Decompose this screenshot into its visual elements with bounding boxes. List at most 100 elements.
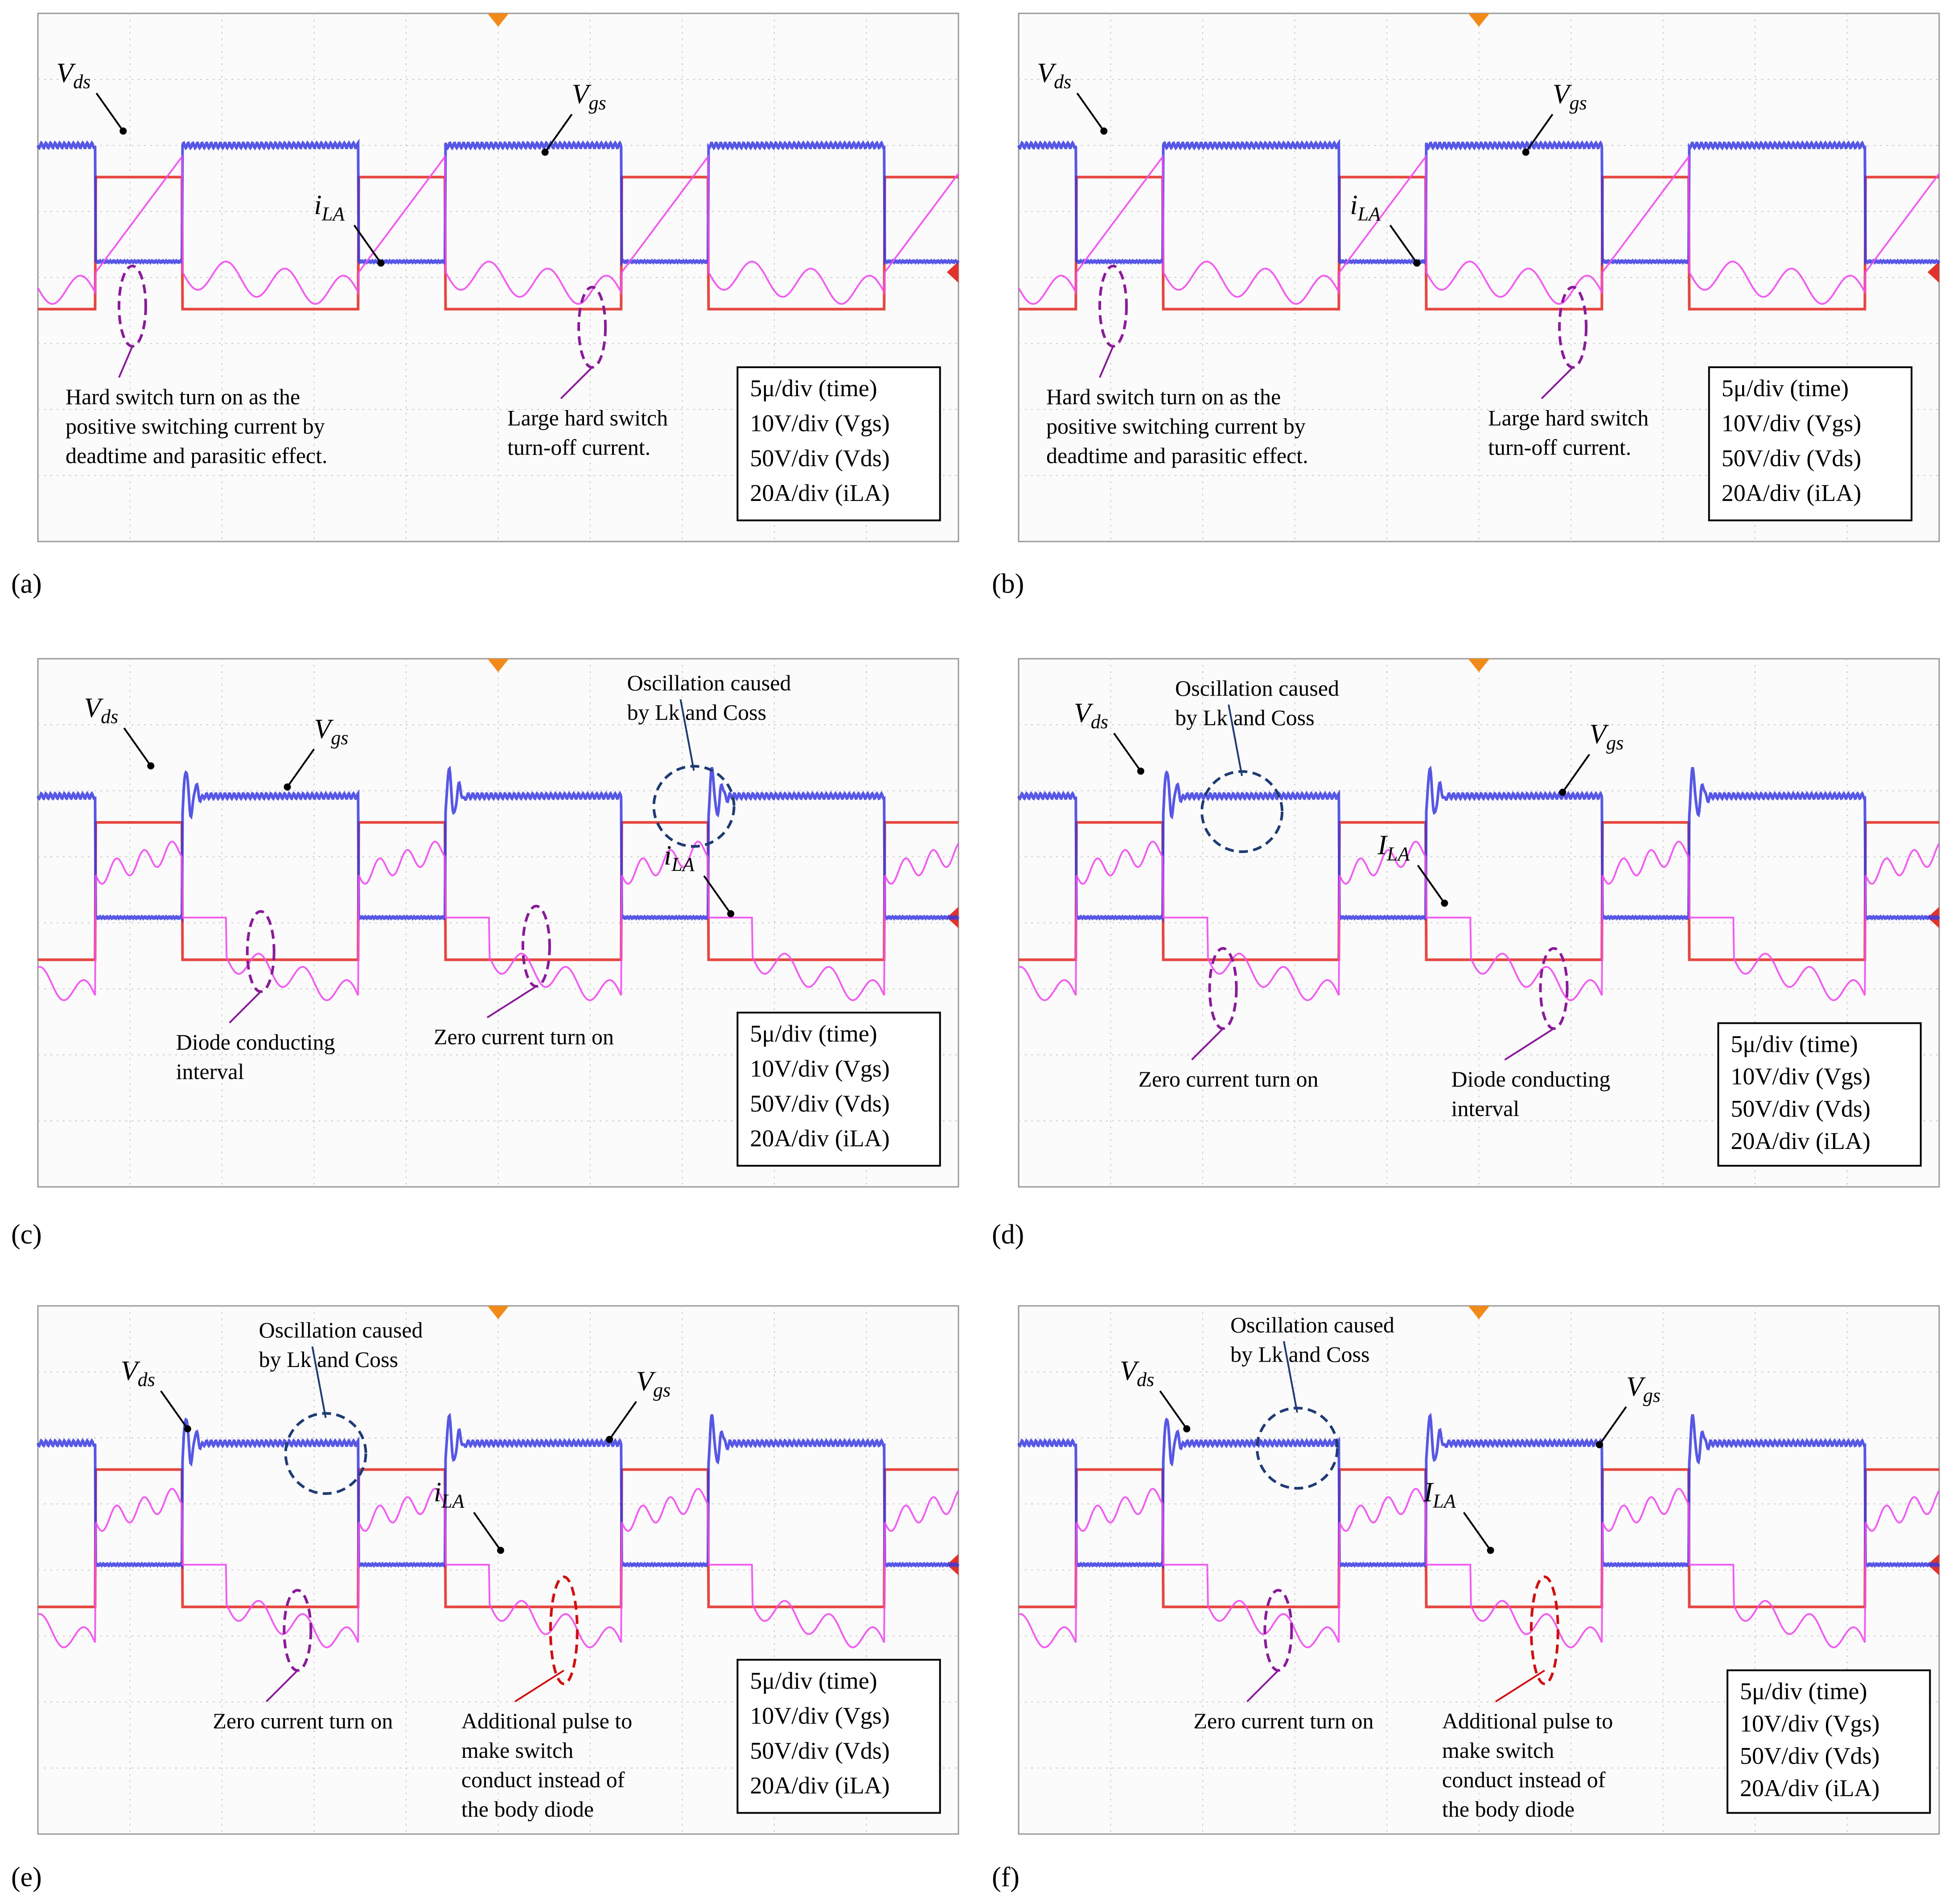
trace-label-vgs-sub: gs bbox=[1643, 1384, 1661, 1406]
trace-ila bbox=[1018, 1488, 1940, 1649]
scale-line: 50V/div (Vds) bbox=[750, 1090, 889, 1117]
trigger-marker bbox=[487, 1306, 509, 1319]
label-arrow bbox=[95, 92, 124, 132]
scale-line: 20A/div (iLA) bbox=[750, 480, 889, 506]
scale-box bbox=[736, 1011, 941, 1167]
annotation-ellipse bbox=[1529, 1576, 1559, 1685]
trace-label-ila-sub: LA bbox=[1432, 1490, 1456, 1512]
trace-label-vds-main: V bbox=[121, 1356, 140, 1386]
trace-vds bbox=[37, 138, 960, 267]
annotation-text: the body diode bbox=[1442, 1797, 1575, 1822]
annotation-text: by Lk and Coss bbox=[259, 1347, 399, 1372]
trace-ila bbox=[1018, 841, 1940, 1001]
annotation-text: Zero current turn on bbox=[1193, 1708, 1373, 1733]
scope-grid bbox=[1019, 1306, 1939, 1834]
trace-label-vds-main: V bbox=[1074, 698, 1094, 728]
panel-label: (d) bbox=[992, 1219, 1024, 1250]
trace-label-vgs-main: V bbox=[1626, 1371, 1646, 1402]
trace-label-vds-sub: ds bbox=[1054, 71, 1071, 93]
label-arrowhead bbox=[1100, 127, 1108, 135]
scale-line: 10V/div (Vgs) bbox=[1740, 1710, 1879, 1737]
trigger-marker bbox=[1468, 1306, 1490, 1319]
trace-label-vgs-main: V bbox=[1589, 719, 1609, 750]
annotation-text: by Lk and Coss bbox=[1175, 705, 1315, 730]
annotation-arrow bbox=[679, 699, 695, 771]
annotation-text: Diode conducting bbox=[1451, 1067, 1611, 1092]
trace-vgs bbox=[38, 1468, 958, 1609]
label-arrowhead bbox=[377, 259, 385, 267]
trace-label-ila: ILA bbox=[1423, 1477, 1456, 1512]
trace-label-vgs: Vgs bbox=[314, 714, 349, 749]
trace-label-ila-sub: LA bbox=[671, 854, 695, 875]
trace-label-ila: iLA bbox=[664, 841, 695, 875]
annotation-text: the body diode bbox=[461, 1797, 594, 1822]
trace-ila bbox=[37, 1488, 959, 1649]
label-arrow bbox=[160, 1390, 189, 1430]
trace-label-vgs: Vgs bbox=[636, 1366, 670, 1401]
trace-label-ila: iLA bbox=[314, 190, 345, 225]
annotation-arrow bbox=[486, 985, 537, 1018]
annotation-text: by Lk and Coss bbox=[627, 700, 767, 725]
panel-label: (c) bbox=[11, 1219, 42, 1250]
annotation-text: Large hard switch bbox=[1488, 405, 1649, 430]
scope-grid bbox=[38, 1306, 958, 1834]
scale-line: 5μ/div (time) bbox=[1740, 1678, 1867, 1705]
annotation-text: deadtime and parasitic effect. bbox=[1046, 443, 1308, 468]
label-arrow bbox=[353, 225, 382, 264]
annotation-text: interval bbox=[176, 1059, 244, 1084]
scale-box bbox=[736, 366, 941, 521]
label-arrowhead bbox=[1441, 899, 1448, 907]
label-arrow bbox=[703, 875, 732, 915]
annotation-text: Oscillation caused bbox=[1175, 676, 1339, 701]
trace-label-vgs-main: V bbox=[572, 79, 592, 109]
scale-line: 20A/div (iLA) bbox=[750, 1772, 889, 1799]
trace-label-vgs-sub: gs bbox=[331, 727, 348, 749]
label-arrow bbox=[608, 1401, 637, 1440]
trace-label-vds-sub: ds bbox=[138, 1369, 155, 1391]
annotation-text: Oscillation caused bbox=[259, 1317, 423, 1342]
label-arrowhead bbox=[1413, 259, 1421, 267]
annotation-text: Zero current turn on bbox=[434, 1024, 614, 1049]
annotation-text: make switch bbox=[1442, 1738, 1554, 1763]
label-arrow bbox=[1159, 1390, 1188, 1430]
scale-line: 10V/div (Vgs) bbox=[750, 1055, 889, 1082]
annotation-text: Oscillation caused bbox=[1230, 1312, 1394, 1337]
scale-line: 5μ/div (time) bbox=[1722, 375, 1849, 402]
trace-label-ila-sub: LA bbox=[441, 1490, 465, 1512]
trace-vgs bbox=[38, 821, 958, 961]
scale-line: 10V/div (Vgs) bbox=[1722, 410, 1861, 436]
trace-label-vds-sub: ds bbox=[1137, 1369, 1154, 1391]
scale-line: 50V/div (Vds) bbox=[1722, 445, 1861, 472]
trace-label-vds: Vds bbox=[1120, 1356, 1154, 1391]
label-arrow bbox=[1113, 733, 1142, 772]
scale-line: 50V/div (Vds) bbox=[750, 1737, 889, 1764]
trace-vgs bbox=[38, 176, 958, 311]
scope-grid bbox=[38, 13, 958, 542]
scope-grid bbox=[1019, 659, 1939, 1187]
trace-label-vds-sub: ds bbox=[73, 71, 90, 93]
trace-vds bbox=[1017, 1412, 1941, 1570]
trace-label-vgs: Vgs bbox=[1553, 79, 1587, 114]
trace-label-vds: Vds bbox=[56, 58, 90, 93]
trace-label-vds-main: V bbox=[56, 58, 76, 88]
trace-label-vgs-sub: gs bbox=[589, 92, 606, 114]
label-arrowhead bbox=[1487, 1547, 1494, 1554]
level-marker bbox=[1928, 261, 1939, 283]
annotation-arrow bbox=[118, 346, 133, 378]
trace-label-ila: iLA bbox=[434, 1477, 465, 1512]
label-arrowhead bbox=[147, 762, 155, 770]
trace-label-vgs-sub: gs bbox=[1606, 732, 1624, 754]
scale-box bbox=[736, 1658, 941, 1814]
label-arrow bbox=[1076, 92, 1105, 132]
label-arrowhead bbox=[541, 148, 549, 156]
level-marker bbox=[947, 261, 958, 283]
trace-label-vds-main: V bbox=[1037, 58, 1057, 88]
scale-line: 10V/div (Vgs) bbox=[750, 410, 889, 436]
panel-label: (f) bbox=[992, 1862, 1020, 1892]
scale-box bbox=[1727, 1669, 1931, 1814]
annotation-text: make switch bbox=[461, 1738, 573, 1763]
trace-vgs bbox=[1019, 176, 1939, 311]
